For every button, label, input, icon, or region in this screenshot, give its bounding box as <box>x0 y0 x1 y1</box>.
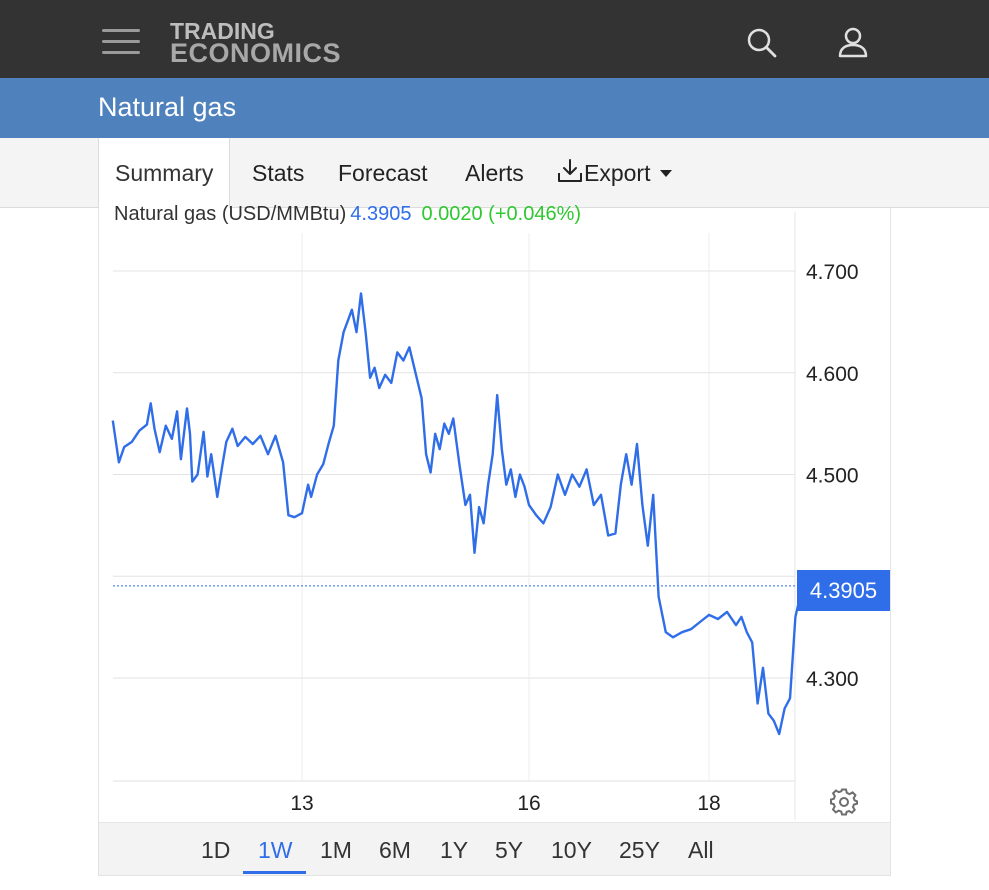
tab-forecast[interactable]: Forecast <box>338 160 428 186</box>
y-tick-label: 4.500 <box>806 465 859 488</box>
range-6m[interactable]: 6M <box>379 837 411 863</box>
range-10y[interactable]: 10Y <box>551 837 592 863</box>
range-25y[interactable]: 25Y <box>619 837 660 863</box>
y-tick-label: 4.300 <box>806 668 859 691</box>
menu-icon[interactable] <box>100 26 142 58</box>
x-tick-label: 18 <box>697 792 720 815</box>
caret-down-icon <box>659 170 672 177</box>
range-all[interactable]: All <box>688 837 714 863</box>
search-icon[interactable] <box>745 26 779 60</box>
range-1d[interactable]: 1D <box>201 837 231 863</box>
logo-line2: ECONOMICS <box>170 38 342 68</box>
chart-legend: Natural gas (USD/MMBtu) 4.3905 0.0020 (+0.… <box>114 203 581 226</box>
chart-card <box>98 208 891 876</box>
range-1y[interactable]: 1Y <box>440 837 469 863</box>
legend-name: Natural gas (USD/MMBtu) <box>114 203 347 225</box>
logo-line1: TRADING <box>170 18 275 44</box>
download-icon <box>558 159 582 182</box>
tabs-bar: Summary Stats Forecast Alerts Export <box>0 138 989 209</box>
top-bar: TRADING ECONOMICS <box>0 0 989 78</box>
page-title: Natural gas <box>98 92 237 122</box>
range-selector: 1D 1W 1M 6M 1Y 5Y 10Y 25Y All <box>99 822 890 875</box>
gear-icon[interactable] <box>830 788 858 816</box>
y-tick-label: 4.600 <box>806 363 859 386</box>
title-bar: Natural gas <box>0 78 989 138</box>
tab-alerts[interactable]: Alerts <box>465 160 524 186</box>
tab-summary[interactable]: Summary <box>98 138 231 209</box>
range-1m[interactable]: 1M <box>320 837 352 863</box>
range-5y[interactable]: 5Y <box>495 837 524 863</box>
price-series-line <box>111 292 804 736</box>
tab-export[interactable]: Export <box>556 138 673 208</box>
y-tick-label: 4.700 <box>806 261 859 284</box>
x-tick-label: 16 <box>517 792 540 815</box>
user-icon[interactable] <box>837 26 871 60</box>
range-active-underline <box>243 871 306 874</box>
tab-stats[interactable]: Stats <box>252 160 305 186</box>
legend-price: 4.3905 <box>350 203 412 225</box>
legend-change: 0.0020 (+0.046%) <box>421 203 582 225</box>
logo[interactable]: TRADING ECONOMICS <box>170 18 342 68</box>
range-1w[interactable]: 1W <box>258 837 293 863</box>
x-tick-label: 13 <box>290 792 313 815</box>
last-price-tag: 4.3905 <box>797 570 890 611</box>
tab-export-label: Export <box>584 160 651 186</box>
